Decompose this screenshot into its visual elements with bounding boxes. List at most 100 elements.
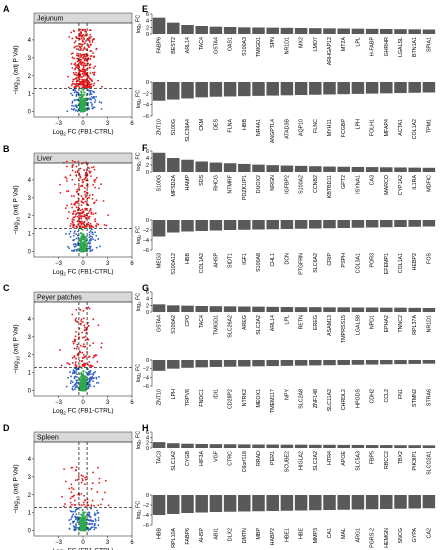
point-significant xyxy=(83,169,86,172)
point-significant xyxy=(77,206,80,209)
bar-category-label: HEMGN xyxy=(384,528,390,548)
bar-category-label: TMIGD1 xyxy=(213,315,219,335)
point-significant xyxy=(83,46,86,49)
point-significant xyxy=(73,46,76,49)
bar-category-label: HABP2 xyxy=(270,528,276,545)
point-significant xyxy=(67,362,70,365)
point-significant xyxy=(87,338,90,341)
bar xyxy=(238,444,251,448)
point-significant xyxy=(76,37,79,40)
point-significant xyxy=(80,318,83,321)
point-fc-only xyxy=(89,245,92,248)
point-significant xyxy=(73,340,76,343)
point-fc-only xyxy=(70,380,73,382)
point-significant xyxy=(80,474,83,477)
point-fc-only xyxy=(87,518,90,521)
point-fc-only xyxy=(76,368,79,371)
bar-category-label: AHSP xyxy=(199,528,205,543)
bar-category-label: LPH xyxy=(171,389,177,399)
point-significant xyxy=(88,307,91,310)
panel-letter: D xyxy=(3,423,10,433)
point-ns xyxy=(82,235,84,238)
point-significant xyxy=(92,166,95,168)
point-significant xyxy=(76,80,79,83)
bar-category-label: LPH xyxy=(355,119,361,129)
point-significant xyxy=(90,175,92,178)
point-significant xyxy=(89,63,92,66)
point-significant xyxy=(89,72,92,75)
point-significant xyxy=(71,218,74,221)
point-significant xyxy=(66,75,69,78)
point-significant xyxy=(79,308,82,311)
bar-category-label: ARHGAP12 xyxy=(327,37,333,65)
bar-category-label: ZNT10 xyxy=(157,389,163,405)
point-significant xyxy=(74,204,77,206)
bar-category-label: C6orf118 xyxy=(242,451,248,472)
point-significant xyxy=(80,63,83,66)
point-significant xyxy=(87,76,90,79)
point-significant xyxy=(90,504,93,507)
volcano-panel-d: D Spleen 0 1 2 3 4 −3 0 3 6 Log2 FC (FB1-CTRL) −log1… xyxy=(3,423,134,550)
bar xyxy=(408,445,421,448)
bar-category-label: BEST2 xyxy=(171,37,177,54)
point-significant xyxy=(66,362,69,364)
bar-category-label: ARG1 xyxy=(355,528,361,542)
bar-panel-g: G GSTA4 S100A2 CPO TAC4 TMIGD1 SLC26A2 AREG SLC2… xyxy=(136,283,436,413)
bar xyxy=(223,82,237,97)
point-significant xyxy=(97,504,100,507)
point-significant xyxy=(76,190,79,193)
bar-category-label: BTN1A1 xyxy=(412,37,418,57)
y-axis-label: log2 FC xyxy=(136,90,143,108)
point-significant xyxy=(98,481,101,484)
point-significant xyxy=(87,38,90,40)
point-fc-only xyxy=(76,234,79,237)
point-ns xyxy=(79,232,82,235)
point-significant xyxy=(87,57,90,59)
point-fc-only xyxy=(89,248,92,250)
bar xyxy=(422,308,436,312)
point-fc-only xyxy=(95,376,98,379)
y-tick-label: 4 xyxy=(28,317,32,323)
bar-category-label: TAC3 xyxy=(157,451,163,464)
bar xyxy=(195,220,208,231)
point-significant xyxy=(75,36,78,38)
point-significant xyxy=(85,171,88,174)
point-significant xyxy=(84,335,87,338)
point-significant xyxy=(88,81,91,84)
point-significant xyxy=(82,501,85,504)
point-fc-only xyxy=(91,103,94,106)
bar-category-label: VGF xyxy=(213,450,219,462)
point-significant xyxy=(88,215,91,218)
point-significant xyxy=(66,190,68,193)
point-fc-only xyxy=(69,371,71,373)
point-ns xyxy=(81,110,84,112)
bar-category-label: PER1 xyxy=(270,451,276,465)
bar xyxy=(223,27,237,34)
bar-category-label: SLC39A4 xyxy=(185,119,191,142)
point-fc-only xyxy=(87,385,90,388)
x-tick-label: −3 xyxy=(55,400,63,406)
point-significant xyxy=(73,499,76,502)
bar xyxy=(294,165,308,172)
bar-category-label: MX2 xyxy=(299,37,305,48)
bar-category-label: ACTA1 xyxy=(398,119,404,136)
point-significant xyxy=(82,363,85,366)
bar xyxy=(223,306,237,312)
bar-category-label: SLC2A2 xyxy=(313,451,319,471)
point-significant xyxy=(71,495,74,498)
bar xyxy=(152,360,166,371)
bar-category-label: ARL14 xyxy=(185,37,191,53)
y-tick-label: 2 xyxy=(28,353,32,359)
point-significant xyxy=(83,58,86,61)
point-ns xyxy=(84,101,87,104)
bar-category-label: SIDT1 xyxy=(228,253,234,268)
point-fc-only xyxy=(92,238,95,241)
point-significant xyxy=(79,323,82,326)
point-fc-only xyxy=(75,508,78,511)
point-significant xyxy=(73,30,76,33)
point-fc-only xyxy=(74,386,77,389)
point-fc-only xyxy=(72,369,75,372)
point-significant xyxy=(84,207,87,210)
point-fc-only xyxy=(92,380,94,383)
point-ns xyxy=(79,110,82,113)
